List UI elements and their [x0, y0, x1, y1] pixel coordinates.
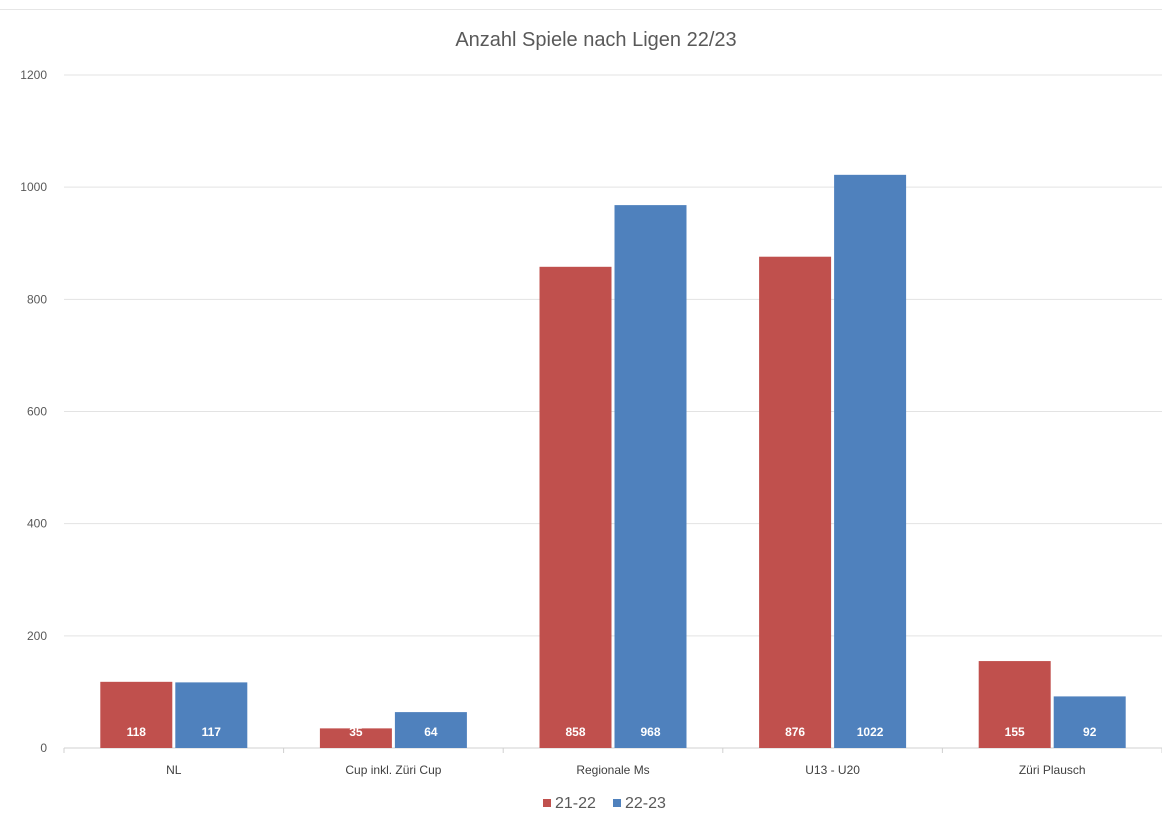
data-label: 155 [1005, 725, 1025, 739]
bar-21-22 [319, 728, 392, 748]
legend-swatch [543, 799, 551, 807]
data-label: 968 [640, 725, 660, 739]
category-label: Cup inkl. Züri Cup [345, 763, 441, 777]
bar-22-23 [1053, 696, 1126, 748]
y-tick-label: 0 [40, 741, 47, 755]
data-label: 858 [565, 725, 585, 739]
bar-22-23 [175, 682, 248, 748]
y-tick-label: 600 [27, 405, 47, 419]
bar-21-22 [539, 266, 612, 748]
bar-22-23 [394, 712, 467, 748]
category-label: U13 - U20 [805, 763, 860, 777]
y-tick-label: 800 [27, 292, 47, 306]
data-label: 876 [785, 725, 805, 739]
legend-label: 21-22 [555, 795, 596, 812]
top-border-line [0, 9, 1162, 10]
category-label: Regionale Ms [576, 763, 649, 777]
bar-22-23 [834, 174, 907, 748]
data-label: 117 [202, 725, 222, 739]
value-labels: 118 117 35 64 858 968 876 1022 155 92 [127, 725, 1097, 739]
y-tick-label: 200 [27, 629, 47, 643]
category-label: NL [166, 763, 182, 777]
bars [100, 174, 1126, 748]
legend: 21-22 22-23 [543, 795, 666, 812]
data-label: 64 [424, 725, 438, 739]
gridlines [63, 74, 1162, 753]
y-tick-label: 1000 [20, 180, 47, 194]
bar-21-22 [978, 661, 1051, 748]
data-label: 1022 [857, 725, 884, 739]
y-tick-label: 1200 [20, 68, 47, 82]
category-label: Züri Plausch [1019, 763, 1086, 777]
bar-21-22 [759, 256, 832, 748]
chart-title: Anzahl Spiele nach Ligen 22/23 [455, 29, 736, 51]
data-label: 118 [127, 725, 147, 739]
legend-label: 22-23 [625, 795, 666, 812]
data-label: 92 [1083, 725, 1097, 739]
y-axis-ticks: 0 200 400 600 800 1000 1200 [20, 68, 47, 755]
bar-21-22 [100, 681, 173, 748]
y-tick-label: 400 [27, 517, 47, 531]
bar-22-23 [614, 205, 687, 748]
category-labels: NL Cup inkl. Züri Cup Regionale Ms U13 - U2… [166, 763, 1085, 777]
legend-swatch [613, 799, 621, 807]
data-label: 35 [349, 725, 363, 739]
